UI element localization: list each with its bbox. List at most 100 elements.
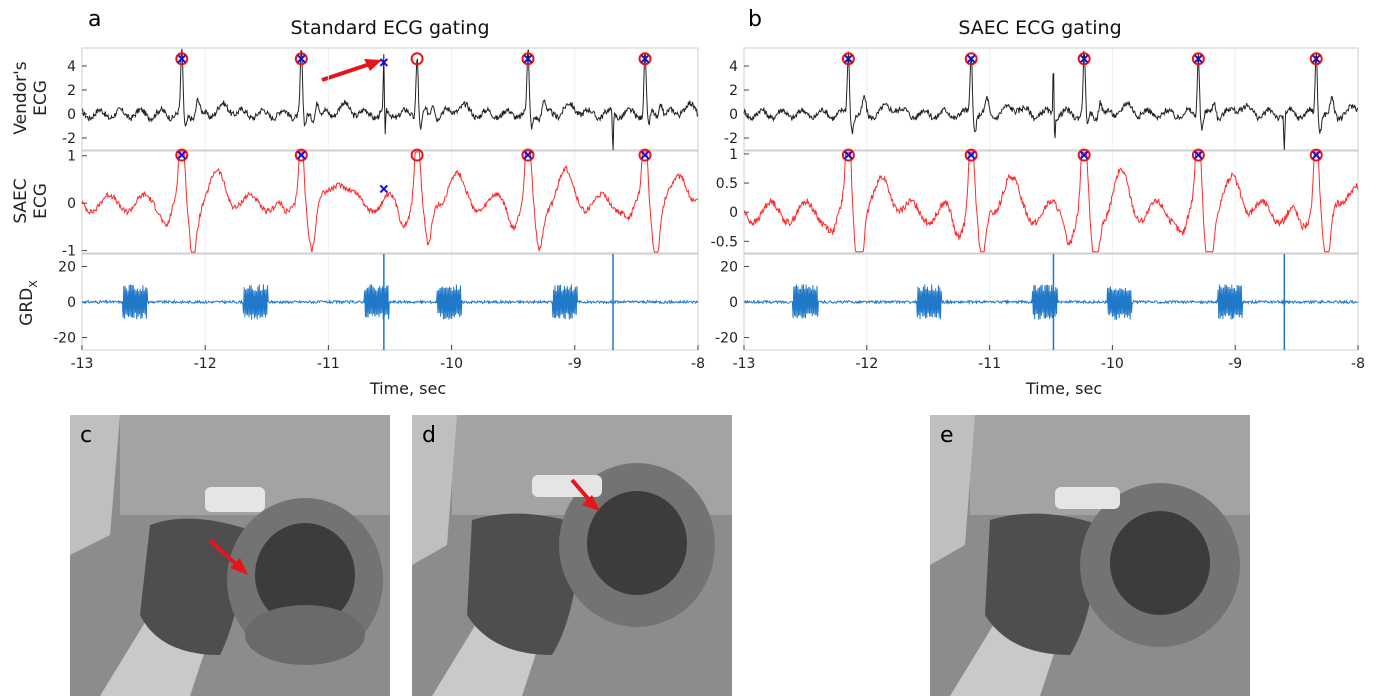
panel-a-letter: a <box>88 7 101 32</box>
y-tick-label: 0 <box>729 205 738 221</box>
subplot-a-saec_ecg: -1 0 1 <box>62 148 699 260</box>
y-tick-label: -2 <box>62 131 76 147</box>
x-tick-label: -13 <box>733 356 756 372</box>
y-tick-label: 20 <box>58 259 76 275</box>
r-peak-marker <box>175 52 189 66</box>
mri-panel-e: e <box>930 415 1250 696</box>
mri-image-e <box>930 415 1250 696</box>
trigger-marker <box>177 54 186 64</box>
y-tick-label: -2 <box>724 131 738 147</box>
trace-vendor_ecg <box>743 50 1359 150</box>
r-peak-marker <box>1077 52 1091 66</box>
subplot-b-gradient_x: -20 0 20 -13 -12 -11 -10 -9 -8 <box>715 253 1365 372</box>
axes-box <box>81 150 699 254</box>
ylabel-grd: GRDX <box>17 280 40 326</box>
trigger-marker <box>966 150 976 160</box>
panel-c-letter: c <box>80 423 93 448</box>
trigger-marker <box>844 150 853 160</box>
ylabel-saec-line1: SAEC <box>11 178 31 223</box>
ylabel-grd-sub: X <box>27 280 40 288</box>
false-trigger-marker <box>379 184 389 194</box>
trace-vendor_ecg <box>81 48 699 151</box>
panel-e-letter: e <box>940 423 954 448</box>
axes-box <box>743 150 1359 254</box>
ylabel-vendor-line1: Vendor's <box>11 61 31 134</box>
subplot-a-gradient_x: -20 0 20 -13 -12 -11 -10 -9 -8 <box>53 253 705 372</box>
x-tick-label: -11 <box>317 356 340 372</box>
ylabel-vendor-line2: ECG <box>31 80 51 116</box>
x-tick-label: -12 <box>855 356 878 372</box>
subplot-b-vendor_ecg: -2 0 2 4 <box>724 47 1359 151</box>
panel-b-xlabel: Time, sec <box>1025 379 1102 398</box>
x-tick-label: -10 <box>440 356 463 372</box>
trigger-marker <box>177 150 186 160</box>
y-tick-label: 0 <box>67 196 76 212</box>
trigger-marker <box>966 54 976 64</box>
ylabel-saec-line2: ECG <box>31 183 51 219</box>
y-tick-label: -1 <box>62 244 76 260</box>
r-peak-marker <box>841 148 855 162</box>
trigger-marker <box>844 54 853 64</box>
x-tick-label: -8 <box>1351 356 1365 372</box>
panel-b-letter: b <box>748 7 762 32</box>
trigger-marker <box>1079 150 1089 160</box>
y-tick-label: 0 <box>67 295 76 311</box>
panel-b-title: SAEC ECG gating <box>958 17 1121 39</box>
y-tick-label: 0 <box>729 295 738 311</box>
ylabel-saec: SAEC ECG <box>11 178 51 223</box>
r-peak-marker <box>1309 148 1323 162</box>
y-tick-label: 0.5 <box>716 176 738 192</box>
r-peak-marker <box>841 52 855 66</box>
axes-box <box>81 47 699 151</box>
trace-saec_ecg <box>81 151 699 253</box>
r-peak-marker <box>521 148 535 162</box>
r-peak-marker <box>1191 52 1205 66</box>
trigger-marker <box>1079 54 1089 64</box>
trigger-marker <box>640 150 650 160</box>
mri-panel-c: c <box>70 415 390 696</box>
trigger-marker <box>297 150 306 160</box>
y-tick-label: 0 <box>729 107 738 123</box>
x-tick-label: -10 <box>1101 356 1124 372</box>
r-peak-marker <box>964 52 978 66</box>
r-peak-marker <box>964 148 978 162</box>
trigger-marker <box>1194 54 1203 64</box>
r-peak-marker <box>1077 148 1091 162</box>
subplot-b-saec_ecg: -0.5 0 0.5 1 <box>711 147 1359 254</box>
panel-d-letter: d <box>422 423 436 448</box>
trace-gradient_x <box>81 284 699 320</box>
trace-saec_ecg <box>743 151 1359 253</box>
y-tick-label: 2 <box>729 83 738 99</box>
y-tick-label: -20 <box>715 331 738 347</box>
r-peak-marker <box>638 52 652 66</box>
trigger-marker <box>1312 150 1321 160</box>
r-peak-marker <box>1191 148 1205 162</box>
r-peak-marker <box>1309 52 1323 66</box>
y-tick-label: 2 <box>67 83 76 99</box>
y-tick-label: 1 <box>729 147 738 163</box>
x-tick-label: -9 <box>1228 356 1242 372</box>
r-peak-marker <box>294 52 308 66</box>
y-tick-label: -0.5 <box>711 234 738 250</box>
trigger-marker <box>523 150 533 160</box>
r-peak-marker <box>521 52 535 66</box>
y-tick-label: 0 <box>67 107 76 123</box>
mri-panel-d: d <box>412 415 732 696</box>
r-peak-marker <box>294 148 308 162</box>
trigger-marker <box>297 54 306 64</box>
x-tick-label: -13 <box>71 356 94 372</box>
y-tick-label: 20 <box>720 259 738 275</box>
false-trigger-marker <box>379 58 389 67</box>
figure: a Standard ECG gating b SAEC ECG gating … <box>11 7 1365 398</box>
panel-a-xlabel: Time, sec <box>369 379 446 398</box>
trace-gradient_x <box>743 284 1359 320</box>
y-tick-label: 4 <box>67 59 76 75</box>
ylabel-vendor: Vendor's ECG <box>11 61 51 134</box>
r-peak-marker <box>410 148 424 162</box>
r-peak-marker <box>410 52 424 66</box>
trigger-marker <box>523 54 533 64</box>
svg-text:GRDX: GRDX <box>17 280 40 326</box>
mri-image-c <box>70 415 390 696</box>
